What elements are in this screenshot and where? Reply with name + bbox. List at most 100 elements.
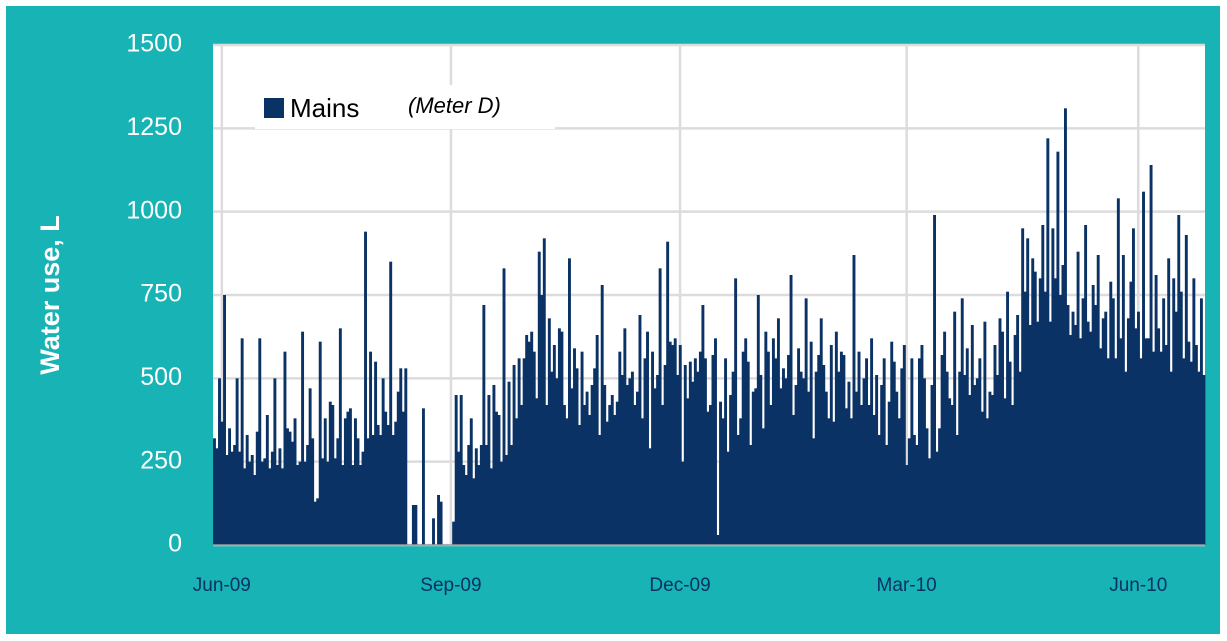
bar — [797, 348, 801, 545]
bar — [537, 251, 541, 545]
bar — [457, 451, 461, 545]
x-tick-label: Mar-10 — [877, 575, 937, 596]
bar — [683, 365, 687, 545]
bar — [1149, 165, 1153, 545]
bar — [573, 348, 576, 545]
bar — [547, 318, 551, 545]
bar — [361, 451, 365, 545]
bar — [787, 355, 790, 545]
bar — [1043, 291, 1047, 545]
bar — [623, 328, 627, 545]
bar — [681, 461, 685, 545]
bar — [489, 468, 493, 545]
bar — [849, 418, 853, 545]
bar — [698, 351, 702, 545]
bar — [691, 381, 695, 545]
bar — [311, 438, 315, 545]
bar — [915, 445, 919, 545]
bar — [316, 498, 320, 545]
bar — [1169, 371, 1173, 545]
bar — [1111, 298, 1115, 545]
bar — [348, 408, 352, 545]
bar — [288, 431, 292, 545]
bar — [527, 341, 531, 545]
bar — [318, 341, 322, 545]
bar — [338, 328, 342, 545]
bar — [620, 375, 624, 545]
bar — [386, 425, 390, 545]
bar — [389, 261, 393, 545]
bar — [283, 351, 287, 545]
y-tick-label: 250 — [140, 446, 182, 474]
bar — [920, 345, 924, 545]
bar — [648, 448, 652, 545]
bar — [268, 468, 272, 545]
bar — [759, 375, 763, 545]
bar — [477, 465, 481, 545]
bar — [880, 385, 884, 545]
bar — [1056, 151, 1060, 545]
bar — [824, 391, 828, 545]
bar — [454, 395, 458, 545]
bar — [238, 451, 242, 545]
bar — [766, 351, 770, 545]
bar — [608, 405, 612, 545]
bar — [263, 458, 267, 545]
bar — [525, 335, 529, 545]
bar — [960, 298, 964, 545]
bar — [326, 461, 330, 545]
bar — [870, 338, 874, 545]
bar — [517, 358, 521, 545]
y-tick-label: 1000 — [126, 196, 182, 224]
bar — [260, 461, 264, 545]
bar — [439, 501, 443, 545]
bar — [837, 371, 841, 545]
bar — [643, 358, 647, 545]
bar — [291, 441, 294, 545]
bar — [693, 358, 697, 545]
y-tick-label: 1500 — [126, 30, 182, 58]
bar — [970, 325, 974, 545]
y-tick-label: 500 — [140, 363, 182, 391]
bar — [641, 418, 644, 545]
bar — [867, 405, 871, 545]
bar — [799, 371, 803, 545]
bar — [719, 401, 722, 545]
bar — [472, 478, 476, 545]
x-tick-label: Dec-09 — [649, 575, 710, 596]
bar — [822, 365, 826, 545]
bar — [331, 405, 335, 545]
bar — [980, 411, 984, 545]
bar — [938, 428, 942, 545]
bar — [862, 378, 866, 545]
x-tick-label: Sep-09 — [420, 575, 481, 596]
bar — [356, 438, 360, 545]
bar — [328, 401, 332, 545]
bar — [1126, 318, 1130, 545]
bar — [877, 435, 881, 545]
bar — [724, 358, 728, 545]
bar — [562, 405, 566, 545]
bar — [1036, 321, 1040, 545]
bar — [366, 438, 370, 545]
bar — [905, 465, 909, 545]
bar — [943, 331, 947, 545]
bar — [988, 391, 992, 545]
bar — [243, 468, 247, 545]
bar — [540, 295, 544, 545]
bar — [1099, 348, 1103, 545]
bar — [1003, 398, 1007, 545]
bar — [1094, 305, 1098, 545]
bar — [630, 371, 634, 545]
bar — [928, 458, 931, 545]
bar — [1147, 338, 1151, 545]
bar — [933, 215, 936, 545]
bar — [225, 455, 229, 545]
bar — [603, 385, 607, 545]
bar — [1154, 275, 1158, 545]
bar — [1041, 225, 1045, 545]
bar — [930, 385, 934, 545]
bar — [1142, 191, 1145, 545]
